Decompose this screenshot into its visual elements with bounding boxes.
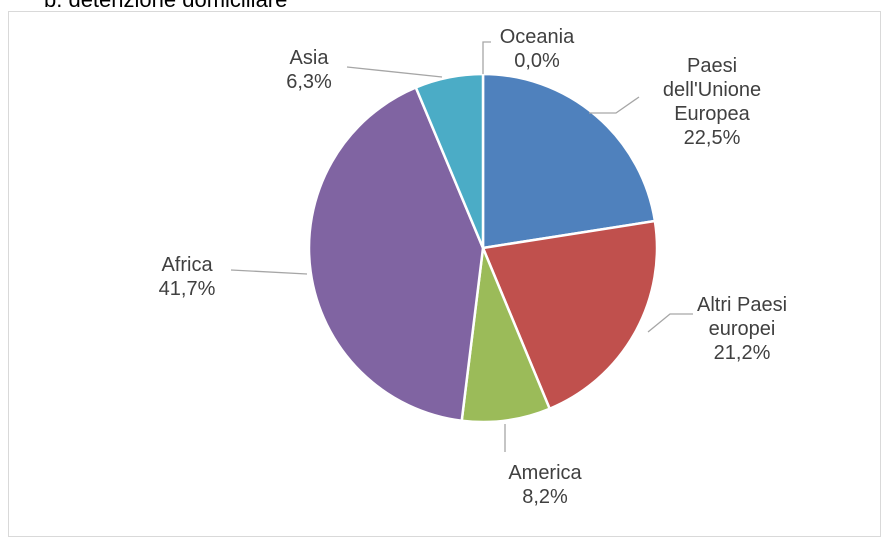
data-labels: Paesi dell'Unione Europea 22,5% Altri Paesi e… [159, 26, 787, 508]
leader-lines [230, 41, 693, 452]
data-label-value: 6,3% [286, 71, 332, 93]
data-label-3: Africa 41,7% [159, 254, 216, 300]
pie-slice-2 [460, 246, 551, 424]
leader-line-5 [482, 41, 491, 74]
data-label-value: 8,2% [522, 486, 568, 508]
chart-area: Paesi dell'Unione Europea 22,5% Altri Paesi e… [8, 11, 881, 537]
pie-slice-1 [481, 219, 659, 410]
data-label-category: dell'Unione [663, 79, 761, 101]
leader-line-4 [346, 66, 443, 78]
leader-line-1 [647, 313, 693, 333]
pie-slices [307, 72, 659, 424]
data-label-category: America [508, 462, 582, 484]
leader-line-0 [589, 96, 640, 114]
data-label-category: Paesi [687, 55, 737, 77]
data-label-category: Africa [161, 254, 213, 276]
data-label-category: Oceania [500, 26, 575, 48]
pie-slice-4 [414, 72, 485, 250]
data-label-5: Oceania 0,0% [500, 26, 575, 72]
pie-chart: Paesi dell'Unione Europea 22,5% Altri Paesi e… [159, 26, 787, 508]
pie-slice-3 [307, 86, 485, 422]
data-label-value: 0,0% [514, 50, 560, 72]
leader-line-3 [230, 269, 308, 275]
data-label-value: 41,7% [159, 278, 216, 300]
data-label-category: Altri Paesi [697, 294, 787, 316]
data-label-0: Paesi dell'Unione Europea 22,5% [663, 55, 761, 149]
pie-slice-0 [481, 72, 657, 250]
data-label-value: 21,2% [714, 342, 771, 364]
data-label-category: Europea [674, 103, 750, 125]
data-label-category: Asia [290, 47, 330, 69]
data-label-1: Altri Paesi europei 21,2% [697, 294, 787, 364]
data-label-value: 22,5% [684, 127, 741, 149]
data-label-category: europei [709, 318, 776, 340]
data-label-4: Asia 6,3% [286, 47, 332, 93]
data-label-2: America 8,2% [508, 462, 582, 508]
chart-heading: b. detenzione domiciliare [44, 0, 287, 15]
